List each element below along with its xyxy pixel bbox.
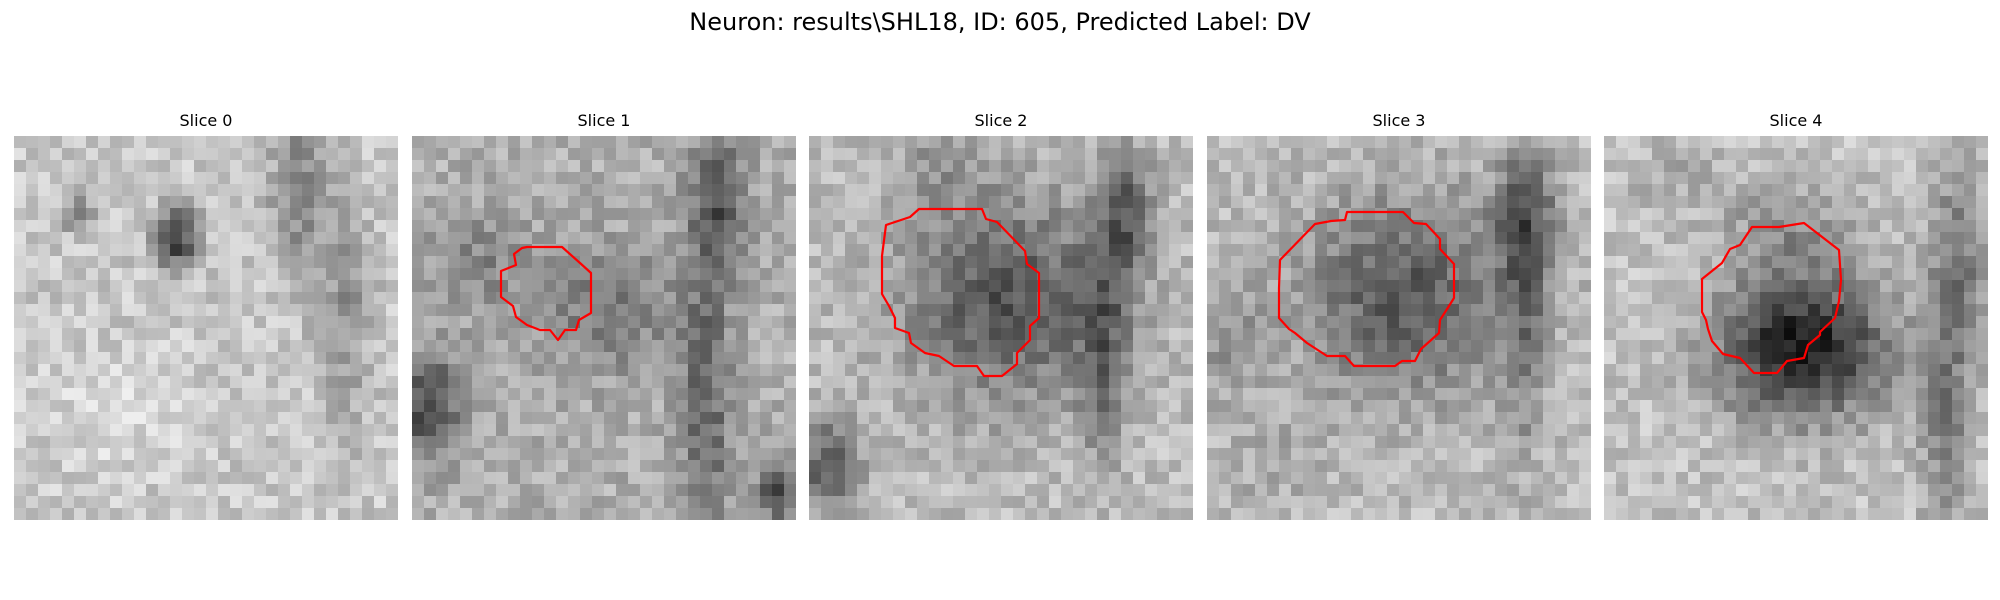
slice-image [412,136,796,520]
neuron-contour [880,207,1041,378]
slice-panel-3: Slice 3 [1207,108,1591,520]
slice-panel-0: Slice 0 [14,108,398,520]
pixel-grid [14,136,398,520]
slice-image [809,136,1193,520]
pixel-grid [1207,136,1591,520]
slice-title: Slice 1 [577,111,631,130]
slice-image [1604,136,1988,520]
pixel-grid [412,136,796,520]
neuron-contour [1277,210,1456,368]
slice-title: Slice 2 [974,111,1028,130]
neuron-contour [1700,221,1843,375]
slice-panel-1: Slice 1 [412,108,796,520]
neuron-contour [499,245,593,342]
slice-image [14,136,398,520]
figure-title: Neuron: results\SHL18, ID: 605, Predicte… [689,8,1311,36]
slice-title: Slice 0 [179,111,233,130]
slice-image [1207,136,1591,520]
pixel-grid [1604,136,1988,520]
slice-title: Slice 3 [1372,111,1426,130]
slice-title: Slice 4 [1769,111,1823,130]
slice-panel-2: Slice 2 [809,108,1193,520]
pixel-grid [809,136,1193,520]
slice-panel-4: Slice 4 [1604,108,1988,520]
